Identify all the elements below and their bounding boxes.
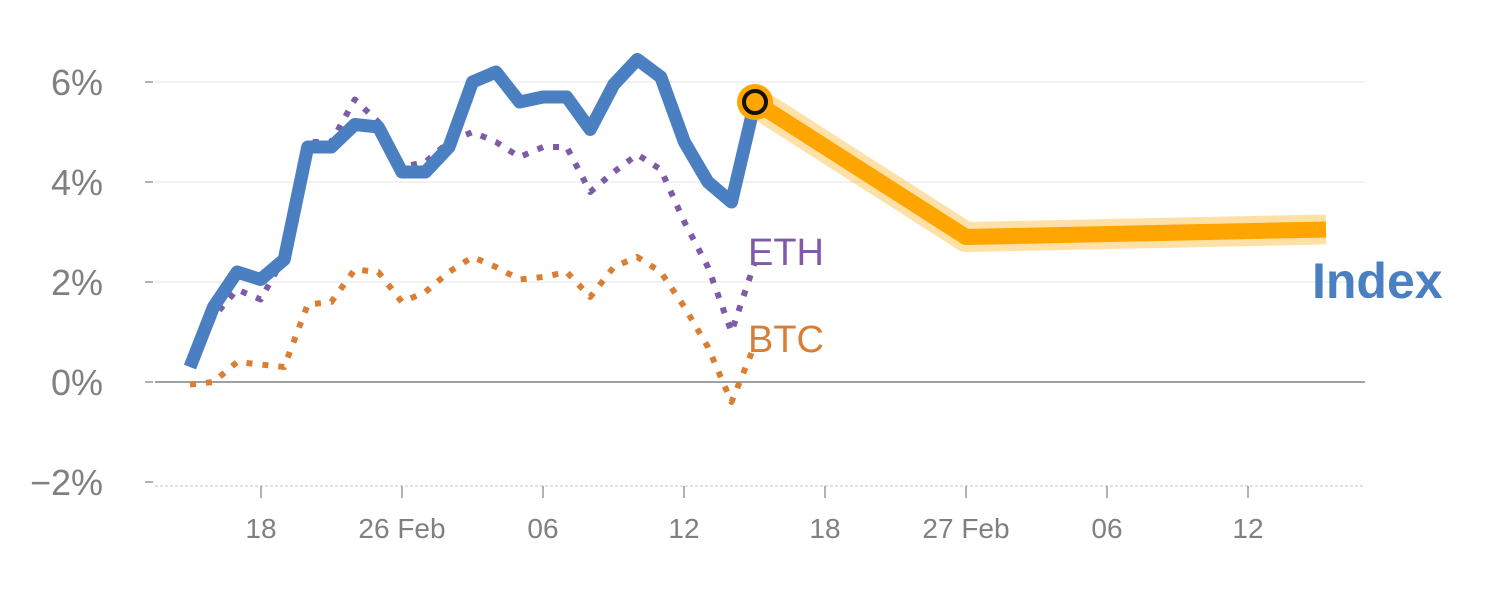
forecast-line — [750, 95, 1327, 245]
index-series-line — [183, 53, 762, 370]
current-point-marker — [742, 89, 768, 115]
y-tick-label: −2% — [30, 462, 103, 503]
x-tick-label: 12 — [668, 513, 699, 544]
y-tick-label: 4% — [51, 162, 103, 203]
index-series-label: Index — [1312, 253, 1443, 309]
btc-series-label: BTC — [748, 319, 824, 361]
x-tick-label: 12 — [1232, 513, 1263, 544]
x-tick-label: 26 Feb — [358, 513, 445, 544]
grid-lines — [155, 81, 1365, 487]
series-labels: ETH BTC Index — [748, 232, 1443, 361]
eth-series-line — [187, 96, 758, 369]
x-tick-label: 27 Feb — [922, 513, 1009, 544]
y-tick-label: 2% — [51, 262, 103, 303]
btc-series-line — [189, 254, 758, 405]
eth-series-label: ETH — [748, 232, 824, 274]
axes: 6% 4% 2% 0% −2% 18 26 Feb 06 12 18 27 Feb 06 12 — [30, 62, 1264, 544]
x-tick-label: 18 — [245, 513, 276, 544]
x-tick-label: 06 — [527, 513, 558, 544]
series-lines — [183, 53, 1327, 405]
y-tick-label: 0% — [51, 362, 103, 403]
y-tick-label: 6% — [51, 62, 103, 103]
x-tick-label: 18 — [809, 513, 840, 544]
x-tick-label: 06 — [1091, 513, 1122, 544]
forecast-halo — [746, 89, 1327, 252]
